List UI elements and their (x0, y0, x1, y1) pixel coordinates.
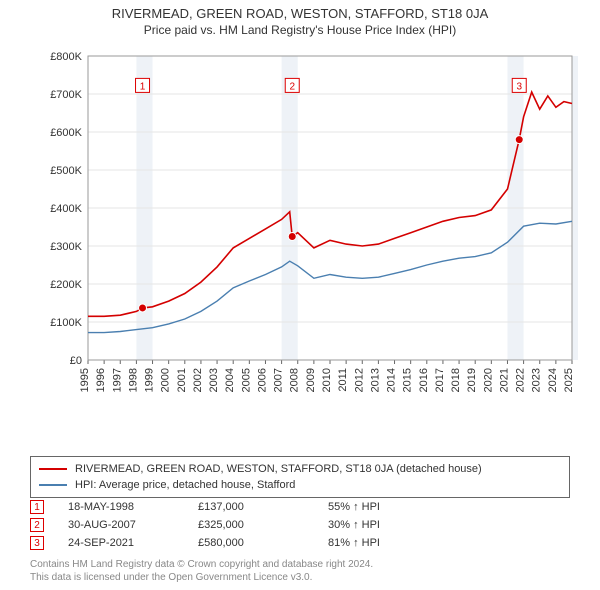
x-tick-label: 2009 (305, 368, 317, 392)
x-tick-label: 2016 (418, 368, 430, 392)
x-tick-label: 2010 (321, 368, 333, 392)
x-tick-label: 1995 (79, 368, 91, 392)
legend-swatch (39, 484, 67, 486)
x-tick-label: 2007 (273, 368, 285, 392)
y-tick-label: £400K (50, 203, 82, 215)
chart-container: RIVERMEAD, GREEN ROAD, WESTON, STAFFORD,… (0, 0, 600, 590)
y-tick-label: £0 (70, 355, 82, 367)
x-tick-label: 2000 (160, 368, 172, 392)
chart-svg: £0 £100K £200K £300K £400K £500K £600K £700K £80… (48, 50, 578, 410)
legend-box: RIVERMEAD, GREEN ROAD, WESTON, STAFFORD,… (30, 456, 570, 498)
sales-row-price: £580,000 (198, 537, 328, 549)
chart-plot-area: £0 £100K £200K £300K £400K £500K £600K £700K £80… (48, 50, 578, 410)
sales-row: 3 24-SEP-2021£580,00081% ↑ HPI (30, 534, 570, 552)
x-tick-label: 2011 (337, 368, 349, 392)
x-tick-label: 2004 (224, 368, 236, 392)
attribution-line1: Contains HM Land Registry data © Crown c… (30, 558, 570, 571)
x-tick-label: 2022 (515, 368, 527, 392)
sales-row: 2 30-AUG-2007£325,00030% ↑ HPI (30, 516, 570, 534)
shaded-band (572, 56, 578, 360)
sales-row-date: 24-SEP-2021 (68, 537, 198, 549)
y-tick-label: £300K (50, 241, 82, 253)
y-tick-label: £100K (50, 317, 82, 329)
x-tick-label: 2012 (353, 368, 365, 392)
sales-row-date: 30-AUG-2007 (68, 519, 198, 531)
legend-row: RIVERMEAD, GREEN ROAD, WESTON, STAFFORD,… (39, 461, 561, 477)
event-marker-label: 3 (516, 81, 522, 92)
x-tick-label: 1996 (95, 368, 107, 392)
x-tick-label: 2018 (450, 368, 462, 392)
x-tick-label: 2008 (289, 368, 301, 392)
sales-row-marker: 3 (30, 536, 44, 550)
legend-label: RIVERMEAD, GREEN ROAD, WESTON, STAFFORD,… (75, 463, 482, 475)
sales-row-price: £137,000 (198, 501, 328, 513)
x-tick-label: 2006 (256, 368, 268, 392)
x-tick-label: 2021 (498, 368, 510, 392)
sale-point (288, 233, 296, 241)
x-tick-label: 2019 (466, 368, 478, 392)
x-tick-label: 2002 (192, 368, 204, 392)
legend-label: HPI: Average price, detached house, Staf… (75, 479, 295, 491)
legend-row: HPI: Average price, detached house, Staf… (39, 477, 561, 493)
event-marker-label: 1 (140, 81, 146, 92)
x-tick-label: 1999 (144, 368, 156, 392)
sale-point (515, 136, 523, 144)
sales-row-price: £325,000 (198, 519, 328, 531)
y-tick-label: £500K (50, 165, 82, 177)
sales-row-marker: 1 (30, 500, 44, 514)
series-hpi (88, 221, 572, 332)
y-tick-label: £800K (50, 51, 82, 63)
series-property (88, 92, 572, 316)
attribution-line2: This data is licensed under the Open Gov… (30, 571, 570, 584)
sales-table: 1 18-MAY-1998£137,00055% ↑ HPI 2 30-AUG-200… (30, 498, 570, 552)
sales-row-date: 18-MAY-1998 (68, 501, 198, 513)
legend-swatch (39, 468, 67, 470)
sales-row-pct: 30% ↑ HPI (328, 519, 380, 531)
chart-title: RIVERMEAD, GREEN ROAD, WESTON, STAFFORD,… (0, 6, 600, 21)
x-tick-label: 2017 (434, 368, 446, 392)
x-tick-label: 2003 (208, 368, 220, 392)
x-tick-label: 2020 (482, 368, 494, 392)
y-tick-label: £600K (50, 127, 82, 139)
x-tick-label: 1998 (127, 368, 139, 392)
attribution: Contains HM Land Registry data © Crown c… (30, 558, 570, 584)
y-tick-label: £700K (50, 89, 82, 101)
x-tick-label: 2014 (386, 368, 398, 392)
sales-row: 1 18-MAY-1998£137,00055% ↑ HPI (30, 498, 570, 516)
sales-row-marker: 2 (30, 518, 44, 532)
event-marker-label: 2 (289, 81, 295, 92)
y-tick-label: £200K (50, 279, 82, 291)
x-tick-label: 2024 (547, 368, 559, 392)
x-tick-label: 2001 (176, 368, 188, 392)
x-tick-label: 2013 (369, 368, 381, 392)
sales-row-pct: 55% ↑ HPI (328, 501, 380, 513)
sales-row-pct: 81% ↑ HPI (328, 537, 380, 549)
x-tick-label: 1997 (111, 368, 123, 392)
sale-point (139, 304, 147, 312)
x-tick-label: 2015 (402, 368, 414, 392)
chart-subtitle: Price paid vs. HM Land Registry's House … (0, 23, 600, 37)
x-tick-label: 2005 (240, 368, 252, 392)
x-tick-label: 2025 (563, 368, 575, 392)
x-tick-label: 2023 (531, 368, 543, 392)
titles: RIVERMEAD, GREEN ROAD, WESTON, STAFFORD,… (0, 0, 600, 37)
